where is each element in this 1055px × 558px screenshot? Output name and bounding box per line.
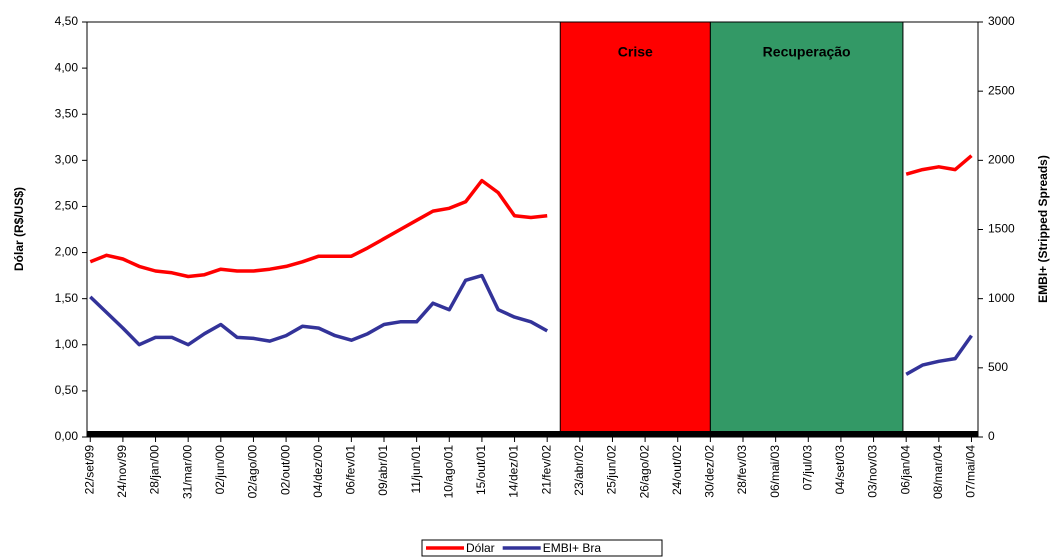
x-tick-label: 07/jul/03 — [800, 445, 814, 491]
legend-box — [421, 539, 663, 557]
x-tick-label: 08/mar/04 — [931, 445, 945, 499]
region — [559, 21, 711, 438]
y2-tick-label: 1500 — [988, 222, 1015, 236]
y-tick-label: 4,50 — [55, 14, 79, 28]
x-tick-label: 09/abr/01 — [376, 445, 390, 496]
x-tick-label: 28/fev/03 — [735, 445, 749, 495]
x-tick-label: 10/ago/01 — [441, 445, 455, 499]
x-tick-label: 22/set/99 — [82, 445, 96, 495]
y-tick-label: 0,50 — [55, 383, 79, 397]
x-tick-label: 04/dez/00 — [311, 445, 325, 498]
x-tick-label: 24/nov/99 — [115, 445, 129, 498]
x-axis-band — [87, 431, 978, 437]
x-tick-label: 14/dez/01 — [507, 445, 521, 498]
y2-tick-label: 2000 — [988, 153, 1015, 167]
y2-tick-label: 1000 — [988, 291, 1015, 305]
x-tick-label: 31/mar/00 — [180, 445, 194, 499]
y-tick-label: 4,00 — [55, 60, 79, 74]
x-tick-label: 06/jan/04 — [898, 445, 912, 495]
region — [709, 21, 904, 438]
x-tick-label: 23/abr/02 — [572, 445, 586, 496]
y-tick-label: 3,50 — [55, 106, 79, 120]
x-tick-label: 07/mai/04 — [964, 445, 978, 498]
x-tick-label: 11/jun/01 — [409, 445, 423, 494]
y2-tick-label: 3000 — [988, 14, 1015, 28]
x-tick-label: 02/ago/00 — [246, 445, 260, 499]
y2-tick-label: 2500 — [988, 83, 1015, 97]
x-tick-label: 04/set/03 — [833, 445, 847, 495]
y-tick-label: 2,00 — [55, 245, 79, 259]
legend-label: EMBI+ Bra — [543, 541, 602, 555]
x-tick-label: 02/out/00 — [278, 445, 292, 495]
x-tick-label: 26/ago/02 — [637, 445, 651, 499]
x-tick-label: 30/dez/02 — [703, 445, 717, 498]
x-tick-label: 24/out/02 — [670, 445, 684, 495]
y-axis-label: Dólar (R$/US$) — [12, 187, 26, 271]
x-tick-label: 02/jun/00 — [213, 445, 227, 495]
x-tick-label: 03/nov/03 — [866, 445, 880, 498]
region-label: Crise — [618, 44, 653, 60]
y-tick-label: 3,00 — [55, 153, 79, 167]
y-tick-label: 1,50 — [55, 291, 79, 305]
x-tick-label: 15/out/01 — [474, 445, 488, 495]
x-tick-label: 06/fev/01 — [344, 445, 358, 495]
y-tick-label: 0,00 — [55, 429, 79, 443]
y2-tick-label: 500 — [988, 360, 1008, 374]
x-tick-label: 21/fev/02 — [539, 445, 553, 495]
series-line — [89, 154, 973, 279]
y-tick-label: 2,50 — [55, 199, 79, 213]
series-line — [89, 273, 973, 376]
y2-axis-label: EMBI+ (Stripped Spreads) — [1036, 155, 1050, 303]
x-tick-label: 25/jun/02 — [605, 445, 619, 495]
y-tick-label: 1,00 — [55, 337, 79, 351]
legend-label: Dólar — [466, 541, 495, 555]
y2-tick-label: 0 — [988, 429, 995, 443]
region-label: Recuperação — [763, 44, 851, 60]
x-tick-label: 06/mai/03 — [768, 445, 782, 498]
x-tick-label: 28/jan/00 — [148, 445, 162, 495]
